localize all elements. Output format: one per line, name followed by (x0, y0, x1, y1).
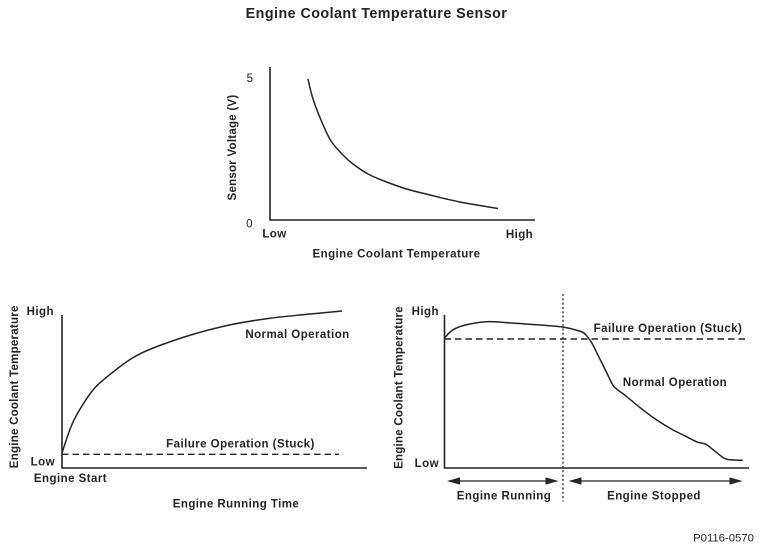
svg-text:Low: Low (415, 458, 439, 470)
svg-text:Failure Operation (Stuck): Failure Operation (Stuck) (594, 323, 743, 335)
svg-text:P0116-0570: P0116-0570 (693, 533, 754, 545)
svg-text:Engine Running Time: Engine Running Time (173, 499, 300, 511)
svg-text:Sensor Voltage (V): Sensor Voltage (V) (227, 95, 239, 201)
svg-text:5: 5 (247, 73, 253, 85)
svg-text:High: High (506, 229, 533, 241)
svg-text:Engine Coolant Temperature: Engine Coolant Temperature (394, 306, 406, 469)
svg-text:Normal Operation: Normal Operation (623, 377, 727, 389)
svg-text:Engine Stopped: Engine Stopped (607, 491, 701, 503)
svg-text:Engine Coolant Temperature: Engine Coolant Temperature (312, 249, 480, 261)
svg-text:Engine Running: Engine Running (457, 490, 551, 502)
svg-text:High: High (27, 306, 54, 318)
svg-text:0: 0 (246, 219, 252, 231)
svg-text:Normal Operation: Normal Operation (245, 329, 349, 341)
svg-text:Engine Start: Engine Start (34, 473, 107, 485)
svg-text:Low: Low (262, 229, 286, 241)
svg-text:Engine Coolant Temperature Sen: Engine Coolant Temperature Sensor (246, 6, 508, 22)
svg-text:High: High (412, 306, 439, 318)
svg-text:Engine Coolant Temperature: Engine Coolant Temperature (9, 305, 21, 468)
svg-text:Failure Operation (Stuck): Failure Operation (Stuck) (166, 438, 315, 450)
svg-text:Low: Low (31, 457, 55, 469)
